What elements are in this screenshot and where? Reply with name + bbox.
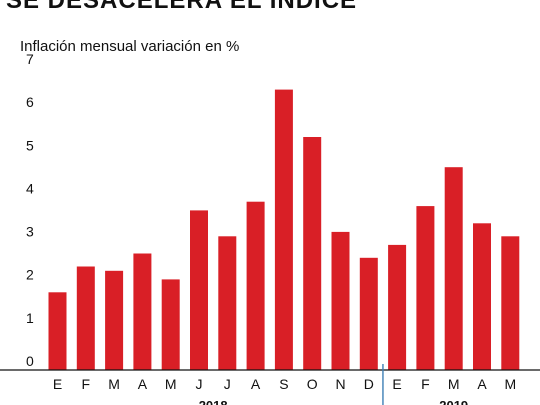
bars-group — [48, 89, 520, 370]
x-tick-label: N — [335, 376, 345, 392]
bar — [190, 210, 208, 370]
x-tick-label: E — [392, 376, 401, 392]
x-tick-label: M — [504, 376, 516, 392]
y-axis-ticks: 0 1 2 3 4 5 6 7 — [26, 51, 34, 369]
year-label: 2018 — [199, 398, 228, 405]
bar — [161, 279, 180, 370]
y-tick-label: 6 — [26, 94, 34, 110]
x-tick-label: S — [279, 376, 288, 392]
chart-subtitle: Inflación mensual variación en % — [20, 38, 239, 55]
y-tick-label: 2 — [26, 267, 34, 283]
bar — [246, 201, 265, 370]
bar — [359, 257, 378, 370]
bar — [76, 266, 95, 370]
bar — [133, 253, 152, 370]
bar — [473, 223, 491, 370]
x-tick-label: D — [364, 376, 374, 392]
x-tick-label: M — [108, 376, 120, 392]
x-tick-label: M — [165, 376, 177, 392]
x-tick-label: F — [82, 376, 91, 392]
x-tick-label: A — [251, 376, 261, 392]
x-tick-label: J — [224, 376, 231, 392]
y-tick-label: 0 — [26, 353, 34, 369]
x-tick-label: O — [307, 376, 318, 392]
bar — [444, 167, 463, 370]
year-labels: 2018 2019 — [199, 364, 468, 405]
y-tick-label: 1 — [26, 310, 34, 326]
y-tick-label: 4 — [26, 180, 34, 196]
bar — [388, 244, 407, 370]
x-tick-label: E — [53, 376, 62, 392]
bar — [501, 236, 520, 370]
y-tick-label: 5 — [26, 137, 34, 153]
y-tick-label: 7 — [26, 51, 34, 67]
bar — [416, 206, 435, 370]
bar — [331, 231, 350, 370]
bar — [105, 270, 124, 370]
bar — [48, 292, 67, 370]
x-tick-label: F — [421, 376, 430, 392]
bar — [303, 137, 322, 370]
x-tick-label: M — [448, 376, 460, 392]
x-tick-label: J — [196, 376, 203, 392]
bar — [274, 89, 293, 370]
bar — [218, 236, 237, 370]
y-tick-label: 3 — [26, 224, 34, 240]
x-tick-label: A — [138, 376, 148, 392]
year-label: 2019 — [439, 398, 468, 405]
x-tick-label: A — [477, 376, 487, 392]
